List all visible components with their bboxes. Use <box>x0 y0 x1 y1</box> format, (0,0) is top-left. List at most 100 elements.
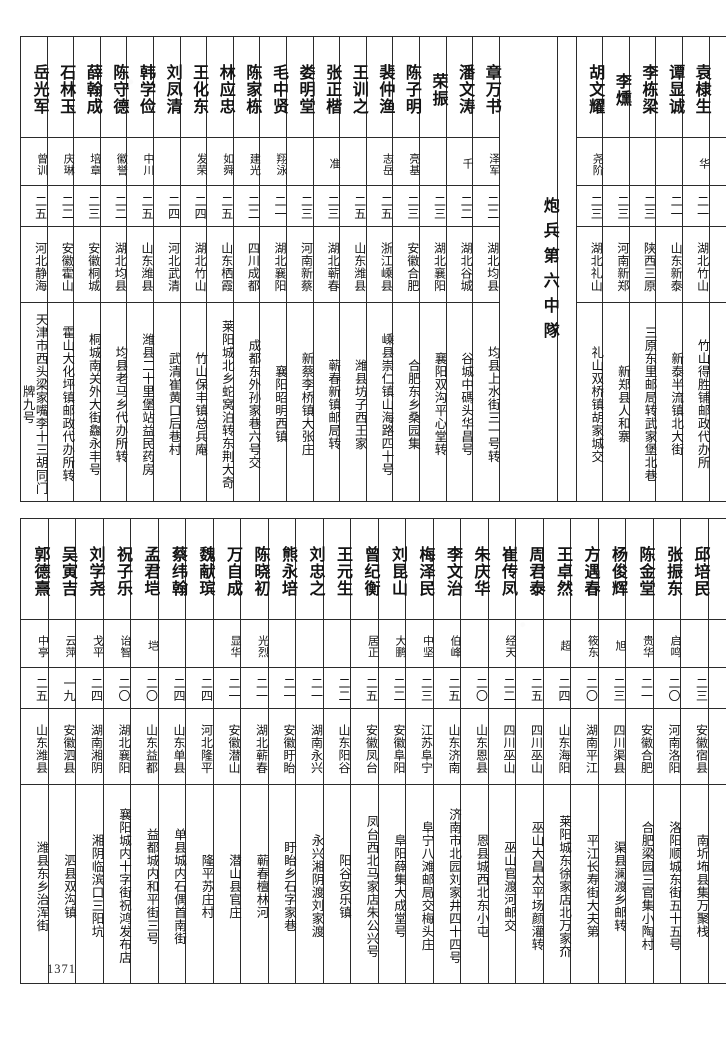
bottom-16-alias <box>268 620 296 668</box>
top-left-4-alias-text: 亮基 <box>393 138 419 185</box>
bottom-8-address: 巫山官渡河邮交 <box>488 785 516 984</box>
bottom-22-name-text: 祝子乐 <box>104 519 131 619</box>
bottom-23-age-text: 二四 <box>76 668 103 708</box>
top-right-5-name-text: 胡文耀 <box>577 37 603 137</box>
bottom-20-origin-text: 山东单县 <box>159 709 186 784</box>
top-right-3-address: 三原东里邮局转武家堡北巷 <box>629 303 656 502</box>
top-left-18-name-text: 岳光军 <box>21 37 47 137</box>
bottom-14-alias <box>323 620 351 668</box>
top-right-3-address-text: 三原东里邮局转武家堡北巷 <box>630 303 656 501</box>
bottom-24-address: 泗县双沟镇 <box>48 785 76 984</box>
top-right-5-alias: 尧阶 <box>576 138 603 186</box>
bottom-23-age: 二四 <box>76 668 104 709</box>
bottom-18-name-text: 万自成 <box>214 519 241 619</box>
bottom-3-age: 二一 <box>626 668 654 709</box>
bottom-16-age-text: 二一 <box>269 668 296 708</box>
bottom-8-origin-text: 四川巫山 <box>489 709 516 784</box>
top-left-17-name: 石林玉 <box>47 37 74 138</box>
top-left-13-alias <box>153 138 180 186</box>
top-left-11-name: 林应忠 <box>207 37 234 138</box>
bottom-6-address: 莱阳城东徐家店北万家夼 <box>543 785 571 984</box>
top-left-9-age: 二一 <box>260 186 287 227</box>
top-left-4-address-text: 合肥东乡桑园集 <box>393 303 419 501</box>
bottom-12-origin-text: 安徽阜阳 <box>379 709 406 784</box>
top-left-16-age-text: 二三 <box>74 186 100 226</box>
top-left-6-origin-text: 山东潍县 <box>340 227 366 302</box>
top-right-1-alias-text: 华 <box>683 138 709 185</box>
top-left-4-alias: 亮基 <box>393 138 420 186</box>
bottom-4-age-text: 二三 <box>599 668 626 708</box>
bottom-11-address: 阜宁八滩邮局交梅头庄 <box>406 785 434 984</box>
bottom-header-address: 永久通訊處 <box>708 785 726 984</box>
bottom-12-age: 二二 <box>378 668 406 709</box>
top-left-9-address: 襄阳昭明西镇 <box>260 303 287 502</box>
top-left-18-alias: 曾训 <box>21 138 48 186</box>
bottom-19-address-text: 隆平苏庄村 <box>186 785 213 983</box>
bottom-14-name: 王元生 <box>323 519 351 620</box>
bottom-21-age: 二〇 <box>131 668 159 709</box>
bottom-8-age-text: 二二 <box>489 668 516 708</box>
bottom-1-alias <box>681 620 709 668</box>
top-left-15-alias: 徽誉 <box>100 138 127 186</box>
bottom-header-address-text: 永久通訊處 <box>709 785 726 983</box>
bottom-17-origin: 湖北蕲春 <box>241 709 269 785</box>
bottom-6-name: 王卓然 <box>543 519 571 620</box>
top-left-18-address: 天津市西头梁家嘴李十三胡同门牌九号 <box>21 303 48 502</box>
top-right-1-age: 二一 <box>683 186 710 227</box>
bottom-16-address-text: 盱眙乡石字家巷 <box>269 785 296 983</box>
table-row-alias: 中亭云萍戈平诒智垲显华光烈居正大鹏中坚伯峰经天超筱东旭贵华启鸣別 號 <box>21 620 726 668</box>
top-left-5-address-text: 嵊县崇仁镇山海路四十号 <box>367 303 393 501</box>
bottom-16-origin-text: 安徽盱眙 <box>269 709 296 784</box>
bottom-25-alias-text: 中亭 <box>21 620 48 667</box>
bottom-9-alias-text <box>461 620 488 667</box>
top-left-17-name-text: 石林玉 <box>48 37 74 137</box>
bottom-22-alias-text: 诒智 <box>104 620 131 667</box>
bottom-3-age-text: 二一 <box>626 668 653 708</box>
top-right-2-address: 新泰半流镇北大街 <box>656 303 683 502</box>
top-left-4-name: 陈子明 <box>393 37 420 138</box>
bottom-12-address-text: 阜阳薛集大成堂号 <box>379 785 406 983</box>
top-right-4-origin: 河南新郑 <box>603 227 630 303</box>
top-left-16-name-text: 薛翰成 <box>74 37 100 137</box>
top-left-13-origin: 河北武清 <box>153 227 180 303</box>
bottom-21-alias-text: 垲 <box>131 620 158 667</box>
top-left-9-origin: 湖北襄阳 <box>260 227 287 303</box>
top-header-age-text: 年 齡 <box>710 186 726 226</box>
bottom-7-origin-text: 四川巫山 <box>516 709 543 784</box>
top-left-14-age-text: 二五 <box>127 186 153 226</box>
top-left-5-alias: 志岳 <box>366 138 393 186</box>
bottom-4-alias-text: 旭 <box>599 620 626 667</box>
bottom-8-age: 二二 <box>488 668 516 709</box>
bottom-19-alias-text <box>186 620 213 667</box>
top-left-12-origin: 湖北竹山 <box>180 227 207 303</box>
bottom-13-origin-text: 安徽凤台 <box>351 709 378 784</box>
top-left-9-origin-text: 湖北襄阳 <box>260 227 286 302</box>
top-left-13-address: 武清崔黄口后巷村 <box>153 303 180 502</box>
top-header-address: 永久通訊處 <box>709 303 726 502</box>
bottom-23-address-text: 湘阴临滨口三阳坑 <box>76 785 103 983</box>
bottom-2-alias: 启鸣 <box>653 620 681 668</box>
bottom-12-alias-text: 大鹏 <box>379 620 406 667</box>
top-left-18-alias-text: 曾训 <box>21 138 47 185</box>
top-left-3-address-text: 襄阳双沟平心堂转 <box>420 303 446 501</box>
bottom-25-alias: 中亭 <box>21 620 49 668</box>
top-left-2-age: 二二 <box>446 186 473 227</box>
bottom-13-address: 凤台西北马家店朱公兴号 <box>351 785 379 984</box>
top-left-10-alias: 建光 <box>233 138 260 186</box>
bottom-7-address-text: 巫山大昌太平场颜灌转 <box>516 785 543 983</box>
table-row-name: 郭德熹吴寅吉刘学尧祝子乐孟君垲蔡纬翰魏献瑸万自成陈晓初熊永培刘忠之王元生曾纪衡刘… <box>21 519 726 620</box>
bottom-5-name-text: 方遇春 <box>571 519 598 619</box>
bottom-13-age: 二五 <box>351 668 379 709</box>
top-right-2-name: 谭显诚 <box>656 37 683 138</box>
roster-table-bottom: 郭德熹吴寅吉刘学尧祝子乐孟君垲蔡纬翰魏献瑸万自成陈晓初熊永培刘忠之王元生曾纪衡刘… <box>20 518 726 984</box>
top-right-1-name-text: 袁棣生 <box>683 37 709 137</box>
top-left-11-age-text: 二五 <box>207 186 233 226</box>
top-right-2-name-text: 谭显诚 <box>656 37 682 137</box>
bottom-23-origin-text: 湖南湘阴 <box>76 709 103 784</box>
bottom-10-address: 济南市北园刘家井四十四号 <box>433 785 461 984</box>
bottom-18-address-text: 潜山县官庄 <box>214 785 241 983</box>
bottom-11-age: 二三 <box>406 668 434 709</box>
bottom-22-address-text: 襄阳城内十字街祝鸿发布店 <box>104 785 131 983</box>
bottom-4-origin: 四川渠县 <box>598 709 626 785</box>
bottom-2-origin-text: 河南洛阳 <box>654 709 681 784</box>
